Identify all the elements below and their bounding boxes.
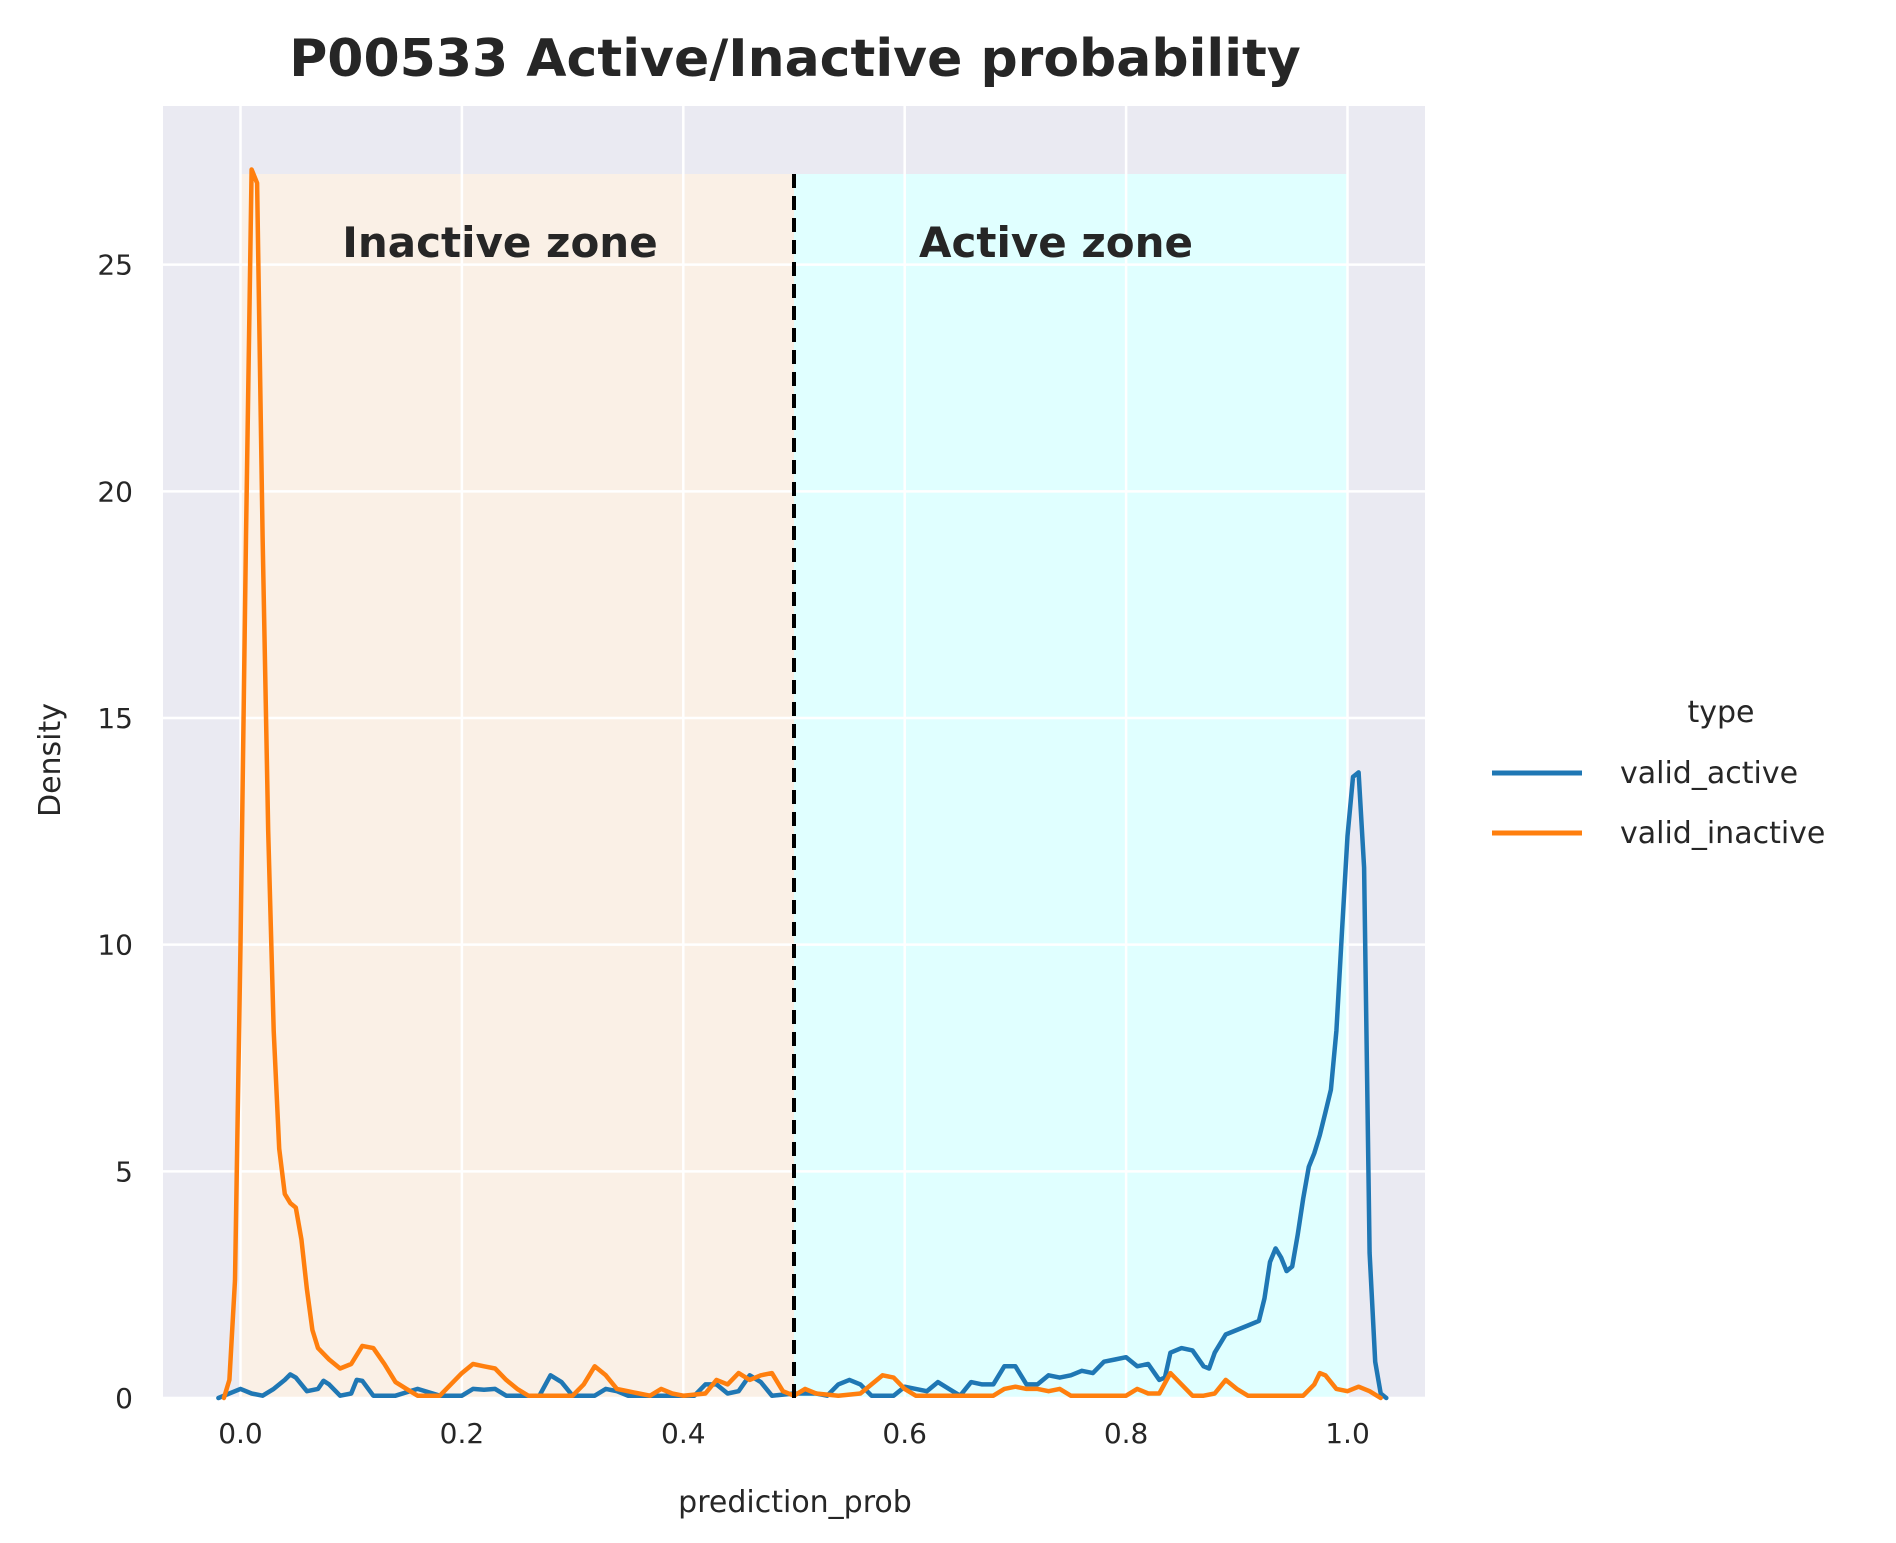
- legend-label-valid-inactive: valid_inactive: [1620, 816, 1825, 851]
- legend: type valid_active valid_inactive: [1492, 695, 1825, 851]
- inactive-zone-shade: [240, 174, 795, 1398]
- active-zone-label: Active zone: [919, 218, 1193, 267]
- legend-label-valid-active: valid_active: [1620, 756, 1798, 791]
- y-tick-label: 0: [115, 1382, 133, 1415]
- y-tick-label: 20: [97, 475, 133, 508]
- series-line-valid-inactive: [221, 167, 1383, 1401]
- chart-title: P00533 Active/Inactive probability: [289, 29, 1301, 89]
- y-tick-label: 10: [97, 929, 133, 962]
- x-tick-label: 0.2: [440, 1417, 485, 1450]
- x-tick-labels: 0.0 0.2 0.4 0.6 0.8 1.0: [218, 1417, 1370, 1450]
- y-tick-label: 5: [115, 1155, 133, 1188]
- active-zone-shade: [794, 174, 1348, 1398]
- x-tick-label: 0.4: [661, 1417, 706, 1450]
- x-tick-label: 0.8: [1104, 1417, 1149, 1450]
- x-axis-label: prediction_prob: [678, 1485, 912, 1520]
- y-tick-labels: 0 5 10 15 20 25: [97, 249, 133, 1415]
- y-tick-label: 15: [97, 702, 133, 735]
- series-layer: [216, 167, 1389, 1401]
- x-tick-label: 0.6: [882, 1417, 927, 1450]
- x-tick-label: 0.0: [218, 1417, 263, 1450]
- y-axis-label: Density: [33, 703, 68, 817]
- legend-title: type: [1687, 695, 1754, 730]
- x-tick-label: 1.0: [1325, 1417, 1370, 1450]
- y-tick-label: 25: [97, 249, 133, 282]
- inactive-zone-label: Inactive zone: [342, 218, 657, 267]
